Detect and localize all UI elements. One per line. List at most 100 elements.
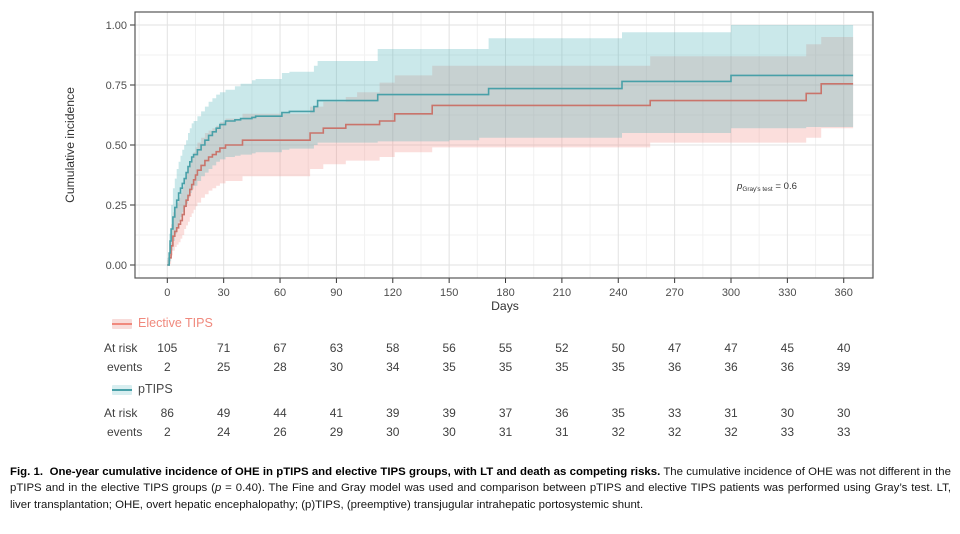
risk-count: 67 — [273, 341, 287, 355]
x-tick-label: 300 — [722, 287, 740, 299]
risk-count: 49 — [216, 406, 231, 420]
elective-tips-legend-swatch — [112, 319, 132, 329]
p-value-rest: = 0.6 — [773, 181, 797, 192]
risk-count: 24 — [216, 425, 231, 439]
elective-events-row: events 2 25 28 30 34 35 35 35 35 36 36 36 39 — [0, 360, 960, 377]
risk-count: 52 — [555, 341, 569, 355]
risk-count: 32 — [611, 425, 625, 439]
risk-count: 33 — [780, 425, 795, 439]
at-risk-row-label: At risk — [104, 341, 138, 355]
risk-count: 30 — [780, 406, 795, 420]
risk-count: 29 — [329, 425, 344, 439]
risk-count: 39 — [442, 406, 456, 420]
risk-count: 40 — [837, 341, 851, 355]
risk-count: 50 — [611, 341, 625, 355]
risk-count: 31 — [555, 425, 569, 439]
ptips-events-row: events 2 24 26 29 30 30 31 31 32 32 32 33 33 — [0, 425, 960, 442]
risk-count: 33 — [667, 406, 682, 420]
x-tick-label: 240 — [609, 287, 627, 299]
risk-count: 36 — [724, 360, 738, 374]
risk-count: 86 — [160, 406, 174, 420]
risk-count: 32 — [667, 425, 682, 439]
x-axis-title: Days — [491, 299, 519, 313]
risk-count: 35 — [611, 360, 625, 374]
risk-count: 41 — [329, 406, 344, 420]
panel-border — [134, 11, 874, 279]
risk-count: 34 — [386, 360, 400, 374]
y-tick-label: 0.50 — [106, 140, 127, 152]
p-value-annotation: pGray's test = 0.6 — [736, 181, 797, 193]
y-tick-label: 0.00 — [106, 260, 127, 272]
risk-count: 30 — [329, 360, 344, 374]
risk-count: 39 — [837, 360, 851, 374]
risk-count: 56 — [442, 341, 456, 355]
risk-count: 36 — [555, 406, 569, 420]
x-tick-label: 360 — [835, 287, 853, 299]
risk-count: 35 — [442, 360, 456, 374]
x-tick-label: 210 — [553, 287, 571, 299]
x-tick-label: 90 — [330, 287, 342, 299]
risk-count: 71 — [216, 341, 231, 355]
x-tick-label: 120 — [384, 287, 402, 299]
risk-count: 33 — [837, 425, 851, 439]
y-tick-label: 0.25 — [106, 200, 127, 212]
elective-tips-legend-label: Elective TIPS — [138, 316, 213, 330]
x-tick-label: 330 — [778, 287, 796, 299]
risk-count: 35 — [555, 360, 569, 374]
p-value-subscript: Gray's test — [742, 186, 773, 193]
risk-count: 30 — [837, 406, 851, 420]
risk-count: 58 — [386, 341, 400, 355]
risk-count: 47 — [724, 341, 738, 355]
y-tick-label: 1.00 — [106, 20, 127, 32]
plot-generated-layer: 0 30 60 90 120 150 180 210 240 270 300 330 360 0.00 0.… — [106, 11, 874, 299]
ptips-line-key-icon — [112, 389, 132, 391]
risk-count: 35 — [498, 360, 513, 374]
axis-labels: 0 30 60 90 120 150 180 210 240 270 300 330 360 0.00 0.… — [106, 20, 853, 299]
x-tick-label: 270 — [665, 287, 683, 299]
y-axis-title: Cumulative incidence — [63, 87, 77, 203]
risk-count: 2 — [163, 425, 171, 439]
ptips-at-risk-row: At risk 86 49 44 41 39 39 37 36 35 33 31 30 30 — [0, 406, 960, 423]
x-tick-label: 0 — [164, 287, 170, 299]
x-tick-label: 30 — [218, 287, 230, 299]
risk-count: 45 — [780, 341, 795, 355]
risk-count: 63 — [329, 341, 344, 355]
risk-count: 31 — [724, 406, 738, 420]
risk-count: 28 — [273, 360, 287, 374]
caption-p-var: p — [214, 482, 222, 495]
caption-title: One-year cumulative incidence of OHE in … — [49, 466, 661, 478]
caption-fig-label: Fig. 1. — [10, 466, 44, 478]
elective-at-risk-row: At risk 105 71 67 63 58 56 55 52 50 47 47 45 40 — [0, 341, 960, 358]
elective-tips-line-key-icon — [112, 323, 132, 325]
elective-tips-curve — [167, 83, 854, 266]
x-tick-label: 60 — [274, 287, 286, 299]
risk-count: 105 — [157, 341, 178, 355]
x-tick-label: 150 — [440, 287, 458, 299]
legend-row-elective-tips: Elective TIPS — [0, 316, 960, 333]
risk-count: 47 — [667, 341, 682, 355]
figure-caption: Fig. 1. One-year cumulative incidence of… — [10, 464, 951, 513]
risk-count: 35 — [611, 406, 625, 420]
cumulative-incidence-plot: 0 30 60 90 120 150 180 210 240 270 300 330 360 0.00 0.… — [63, 11, 874, 313]
y-tick-label: 0.75 — [106, 80, 127, 92]
ptips-legend-swatch — [112, 385, 132, 395]
legend-row-ptips: pTIPS — [0, 382, 960, 399]
risk-count: 36 — [667, 360, 682, 374]
risk-count: 30 — [386, 425, 400, 439]
ptips-legend-label: pTIPS — [138, 382, 173, 396]
caption-body-post: = 0.40). The Fine and Gray model was use… — [10, 482, 951, 511]
ptips-ci-band — [167, 25, 854, 265]
risk-count: 44 — [273, 406, 287, 420]
events-row-label: events — [107, 425, 143, 439]
p-value-var: p — [736, 181, 743, 192]
risk-count: 32 — [724, 425, 738, 439]
risk-count: 30 — [442, 425, 456, 439]
risk-count: 2 — [163, 360, 171, 374]
ptips-curve — [167, 74, 854, 266]
risk-count: 31 — [498, 425, 513, 439]
risk-count: 37 — [498, 406, 513, 420]
risk-count: 39 — [386, 406, 400, 420]
risk-count: 55 — [498, 341, 513, 355]
at-risk-row-label: At risk — [104, 406, 138, 420]
x-tick-label: 180 — [496, 287, 514, 299]
